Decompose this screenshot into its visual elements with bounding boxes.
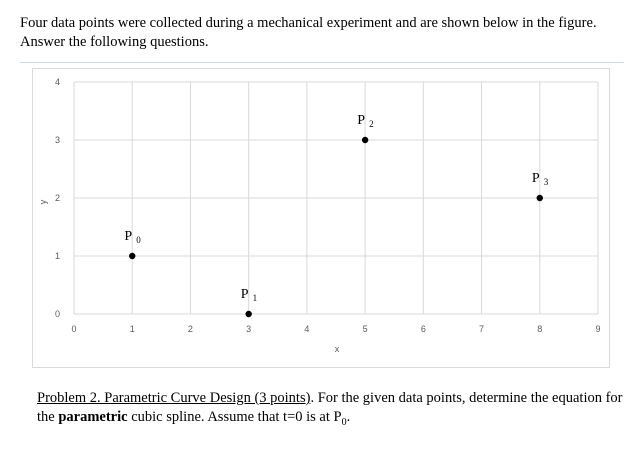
tick-labels: 0 1 2 3 4 5 6 7 8 9 0 1 2 3 4	[55, 77, 601, 334]
data-points: P 0P 1P 2P 3	[124, 113, 549, 318]
point-label-subscript: 0	[136, 235, 141, 245]
data-point	[245, 310, 252, 318]
intro-text: Four data points were collected during a…	[20, 15, 597, 50]
y-tick-label: 3	[55, 135, 60, 145]
chart-border	[32, 68, 610, 368]
point-label-subscript: 3	[544, 177, 549, 187]
y-tick-label: 0	[55, 309, 60, 319]
x-tick-label: 7	[479, 324, 484, 334]
divider	[20, 62, 624, 63]
x-tick-label: 4	[304, 324, 309, 334]
problem-bold-word: parametric	[58, 409, 128, 425]
point-label: P	[532, 171, 540, 186]
grid-lines	[73, 81, 599, 315]
x-tick-label: 9	[595, 324, 600, 334]
point-label: P	[357, 113, 365, 128]
point-label-subscript: 1	[253, 293, 258, 303]
y-tick-label: 2	[55, 193, 60, 203]
problem-text-1: . For the given data points, determine t…	[37, 390, 623, 425]
problem-text-2: cubic spline. Assume that t=0 is at P	[127, 409, 342, 425]
y-tick-label: 1	[55, 251, 60, 261]
data-point	[129, 252, 136, 260]
point-label-subscript: 2	[369, 119, 374, 129]
x-tick-label: 3	[246, 324, 251, 334]
point-label: P	[241, 287, 249, 302]
problem-subscript: 0	[341, 416, 347, 428]
problem-period: .	[346, 409, 351, 425]
data-point	[536, 194, 543, 202]
x-tick-label: 0	[71, 324, 76, 334]
x-tick-label: 1	[130, 324, 135, 334]
problem-statement: Problem 2. Parametric Curve Design (3 po…	[37, 389, 627, 432]
problem-title: Problem 2. Parametric Curve Design (3 po…	[37, 390, 311, 406]
x-axis-label: x	[335, 344, 340, 354]
x-tick-label: 6	[421, 324, 426, 334]
y-axis-label: y	[38, 199, 48, 204]
data-point	[361, 136, 369, 144]
x-tick-label: 5	[363, 324, 368, 334]
point-label: P	[124, 229, 132, 244]
x-tick-label: 2	[188, 324, 193, 334]
x-tick-label: 8	[537, 324, 542, 334]
y-tick-label: 4	[55, 77, 60, 87]
